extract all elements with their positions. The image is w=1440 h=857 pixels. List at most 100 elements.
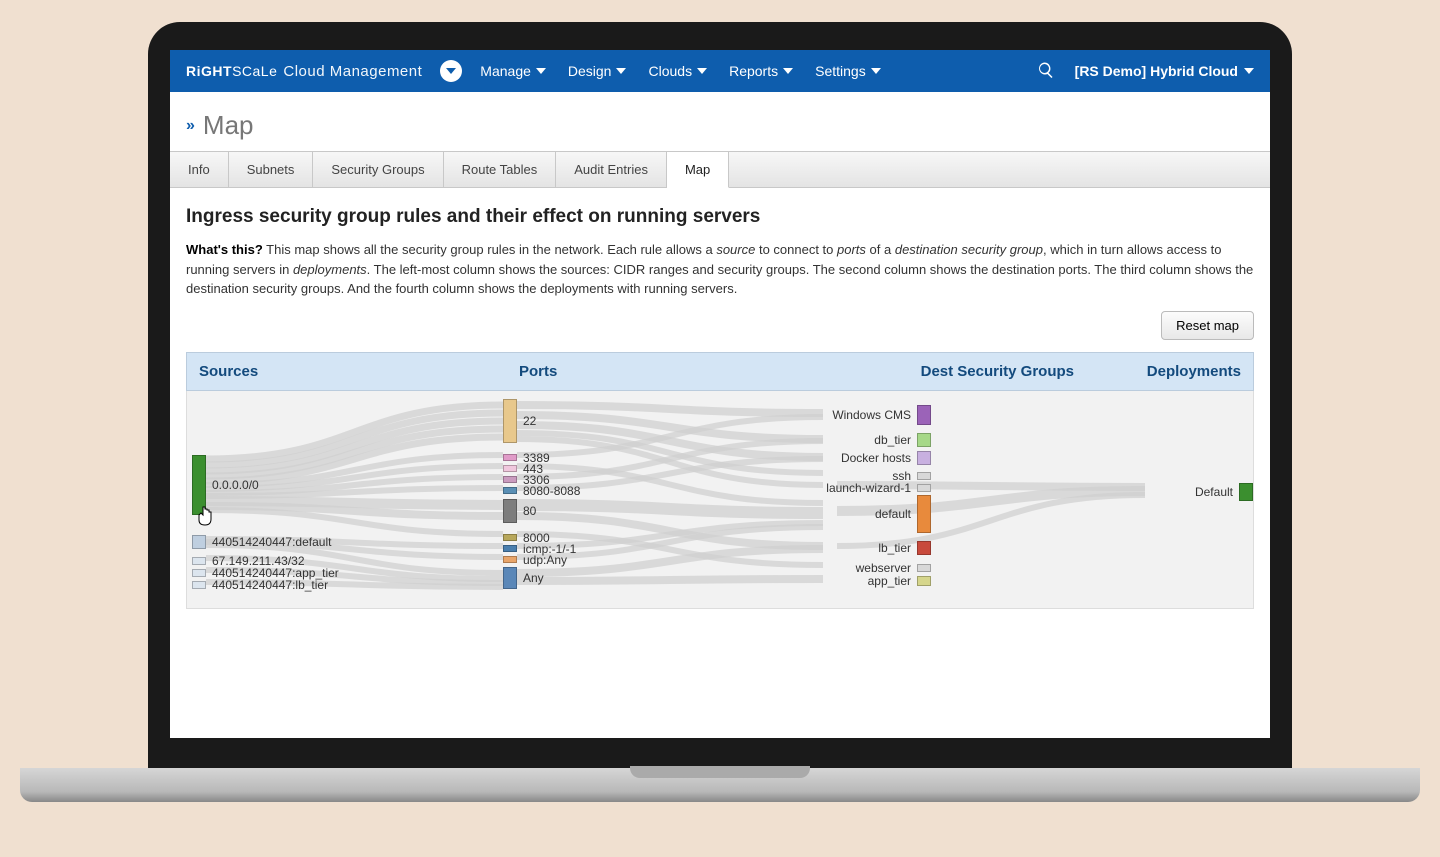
breadcrumb: » Map [170,92,1270,151]
tab-bar: InfoSubnetsSecurity GroupsRoute TablesAu… [170,151,1270,188]
search-icon [1037,61,1055,79]
tab-security-groups[interactable]: Security Groups [313,152,443,187]
chevron-down-icon [1244,66,1254,76]
nav-item-clouds[interactable]: Clouds [648,63,707,79]
app-screen: RiGHTSCaLe Cloud Management Manage Design… [170,50,1270,738]
node-swatch [917,564,931,572]
nav-item-settings[interactable]: Settings [815,63,881,79]
node-swatch [917,433,931,447]
node-swatch [917,484,931,492]
node-label: 8080-8088 [523,484,580,498]
nav-item-design[interactable]: Design [568,63,627,79]
header-sources: Sources [199,363,519,380]
node-label: launch-wizard-1 [826,481,911,495]
description-text: What's this? This map shows all the secu… [186,240,1254,299]
nav-item-reports[interactable]: Reports [729,63,793,79]
laptop-notch [630,766,810,778]
sankey-node[interactable]: Any [503,567,544,589]
page-title: Map [203,110,254,141]
whats-this-label: What's this? [186,242,263,257]
sankey-node[interactable]: launch-wizard-1 [826,481,931,495]
node-label: 440514240447:lb_tier [212,578,328,592]
node-swatch [192,569,206,577]
tab-subnets[interactable]: Subnets [229,152,314,187]
nav-label: Manage [480,63,531,79]
node-swatch [1239,483,1253,501]
node-swatch [917,451,931,465]
brand-logo[interactable]: RiGHTSCaLe Cloud Management [186,63,422,80]
header-ports: Ports [519,363,779,380]
tab-info[interactable]: Info [170,152,229,187]
sankey-node[interactable]: app_tier [868,574,931,588]
node-swatch [503,567,517,589]
breadcrumb-chevron-icon: » [186,117,195,135]
node-swatch [503,545,517,552]
header-deployments: Deployments [1074,363,1241,380]
node-label: lb_tier [878,541,911,555]
node-label: 0.0.0.0/0 [212,478,259,492]
node-label: udp:Any [523,553,567,567]
node-swatch [917,472,931,480]
laptop-base [20,768,1420,802]
sankey-node[interactable]: 440514240447:default [192,535,331,549]
sankey-node[interactable]: webserver [856,561,931,575]
node-swatch [503,487,517,494]
node-label: db_tier [874,433,911,447]
chevron-down-icon [871,66,881,76]
sankey-node[interactable]: lb_tier [878,541,931,555]
sankey-node[interactable]: udp:Any [503,553,567,567]
sankey-nodes-layer: 0.0.0.0/0440514240447:default67.149.211.… [187,391,1253,608]
header-dest: Dest Security Groups [779,363,1074,380]
nav-label: Settings [815,63,866,79]
sankey-node[interactable]: db_tier [874,433,931,447]
nav-item-manage[interactable]: Manage [480,63,546,79]
sankey-node[interactable]: default [875,495,931,533]
reset-map-button[interactable]: Reset map [1161,311,1254,340]
sankey-node[interactable]: 80 [503,499,536,523]
node-label: app_tier [868,574,911,588]
node-label: Docker hosts [841,451,911,465]
chevron-down-icon [697,66,707,76]
brand-subtitle: Cloud Management [283,63,422,80]
sankey-node[interactable]: Default [1195,483,1253,501]
chevron-down-icon [616,66,626,76]
node-swatch [917,576,931,586]
tab-route-tables[interactable]: Route Tables [444,152,557,187]
node-swatch [503,465,517,472]
section-heading: Ingress security group rules and their e… [186,206,1254,228]
content-area: Ingress security group rules and their e… [170,188,1270,627]
chevron-down-icon [446,66,456,76]
account-switcher[interactable]: [RS Demo] Hybrid Cloud [1075,63,1254,79]
nav-label: Clouds [648,63,692,79]
node-swatch [917,405,931,425]
node-swatch [192,535,206,549]
sankey-node[interactable]: 8080-8088 [503,484,580,498]
tab-audit-entries[interactable]: Audit Entries [556,152,667,187]
app-menu-button[interactable] [440,60,462,82]
node-label: webserver [856,561,911,575]
node-swatch [192,557,206,565]
account-name: [RS Demo] Hybrid Cloud [1075,63,1238,79]
node-swatch [192,581,206,589]
search-button[interactable] [1037,61,1055,82]
sankey-node[interactable]: Docker hosts [841,451,931,465]
node-label: default [875,507,911,521]
node-swatch [503,476,517,483]
brand-right: RiGHT [186,63,232,79]
node-label: 80 [523,504,536,518]
nav-label: Reports [729,63,778,79]
node-swatch [503,499,517,523]
node-label: Default [1195,485,1233,499]
sankey-header-row: Sources Ports Dest Security Groups Deplo… [186,352,1254,391]
tab-map[interactable]: Map [667,152,729,188]
main-nav: Manage Design Clouds Reports Settings [480,63,880,79]
node-swatch [503,534,517,541]
node-label: 440514240447:default [212,535,331,549]
laptop-frame: RiGHTSCaLe Cloud Management Manage Design… [148,22,1292,792]
sankey-node[interactable]: 440514240447:lb_tier [192,578,328,592]
node-swatch [503,556,517,563]
sankey-node[interactable]: 22 [503,399,536,443]
pointer-cursor-icon [197,506,213,526]
nav-label: Design [568,63,612,79]
sankey-node[interactable]: Windows CMS [832,405,931,425]
